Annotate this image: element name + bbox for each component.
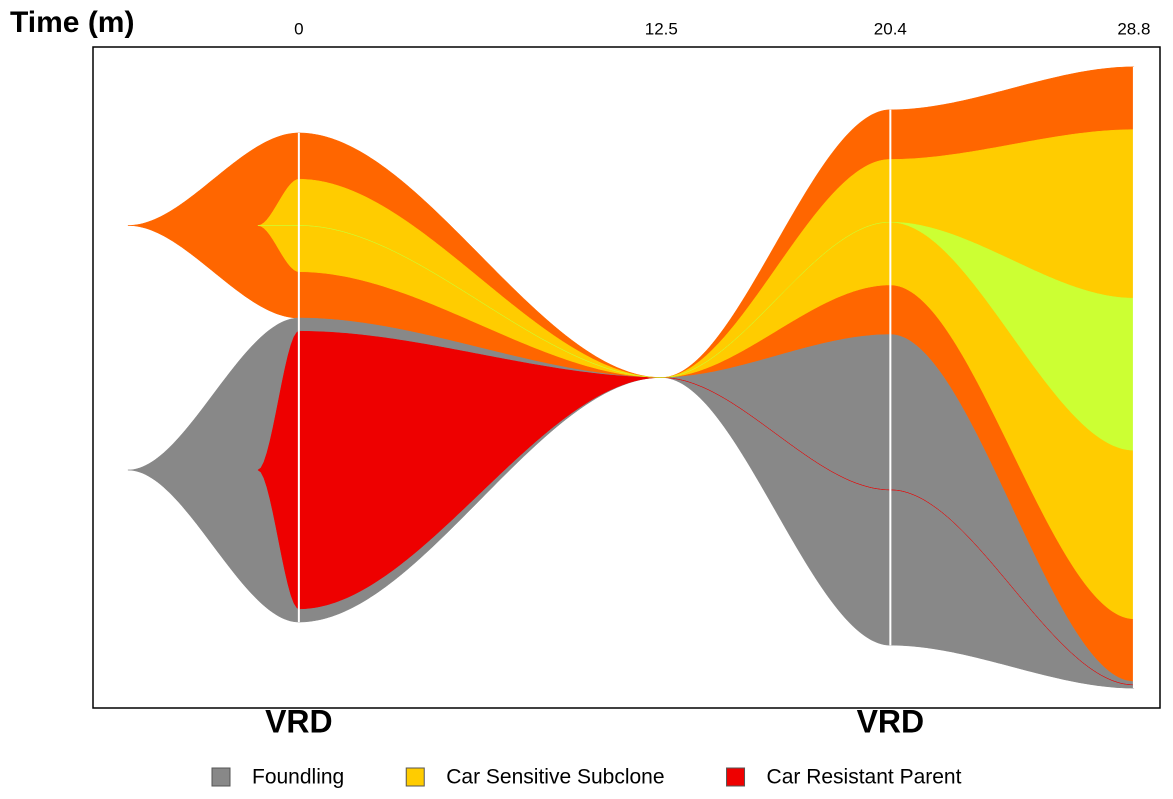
annotation: VRD (265, 703, 333, 739)
legend-swatch (405, 767, 425, 787)
x-tick-label: 20.4 (874, 19, 907, 38)
legend-swatch (726, 767, 746, 787)
clone-area (257, 330, 1134, 686)
legend-swatch (211, 767, 231, 787)
x-tick-label: 0 (294, 19, 303, 38)
x-tick-label: 12.5 (645, 19, 678, 38)
legend-label: Car Resistant Parent (767, 766, 962, 789)
annotation: VRD (857, 703, 925, 739)
legend-label: Car Sensitive Subclone (446, 766, 664, 789)
legend-label: Foundling (252, 766, 344, 789)
x-tick-label: 28.8 (1117, 19, 1150, 38)
plot-frame (92, 46, 1161, 709)
areas (127, 66, 1135, 689)
x-axis-label: Time (m) (10, 6, 134, 39)
